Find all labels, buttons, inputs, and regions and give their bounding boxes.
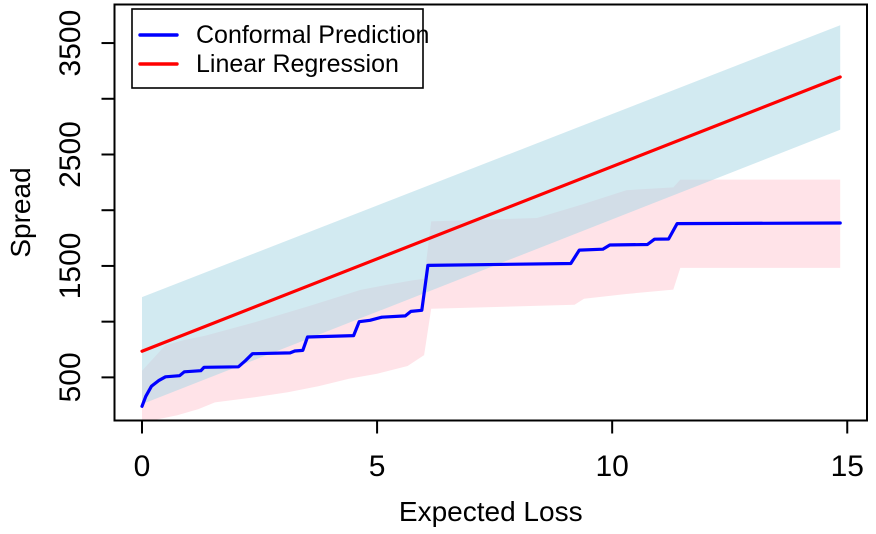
legend-label: Linear Regression xyxy=(196,50,399,78)
series-line-linear-regression xyxy=(140,75,842,353)
y-tick-label: 500 xyxy=(54,352,87,402)
x-tick-label: 15 xyxy=(831,450,864,483)
legend-label: Conformal Prediction xyxy=(196,21,429,49)
y-tick-label: 3500 xyxy=(54,10,87,77)
y-tick-label: 2500 xyxy=(54,121,87,188)
x-tick-label: 0 xyxy=(134,450,151,483)
legend-box xyxy=(131,8,424,89)
y-axis-title: Spread xyxy=(5,167,36,257)
series-line-conformal-prediction xyxy=(140,221,842,408)
x-tick-label: 10 xyxy=(595,450,628,483)
plot-box xyxy=(113,3,868,422)
y-tick-label: 1500 xyxy=(54,233,87,300)
x-tick-label: 5 xyxy=(369,450,386,483)
x-axis-title: Expected Loss xyxy=(399,496,583,527)
